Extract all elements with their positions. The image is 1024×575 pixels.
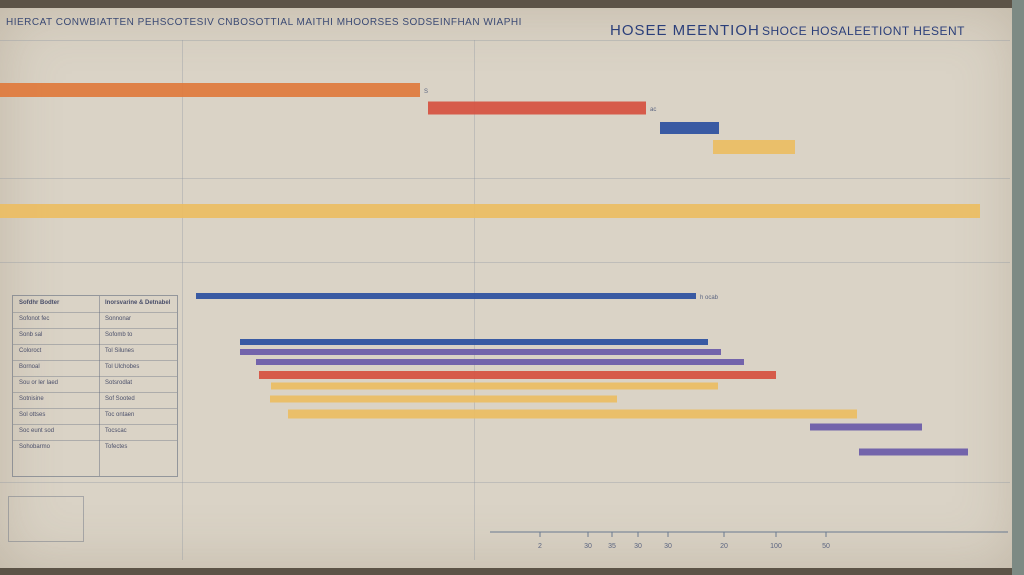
gantt-bar bbox=[713, 140, 795, 154]
gantt-bar bbox=[240, 339, 708, 345]
grid-line-horizontal bbox=[0, 482, 1010, 483]
x-tick-label: 20 bbox=[720, 543, 728, 550]
legend-divider bbox=[99, 296, 100, 476]
legend-row-label: Sotnisine bbox=[19, 396, 44, 402]
gantt-bar bbox=[288, 409, 857, 419]
legend-row: Sotnisine Sof Sooted bbox=[13, 392, 177, 407]
grid-line-vertical bbox=[474, 40, 475, 560]
legend-row-label: Bornoal bbox=[19, 364, 40, 370]
legend-row: Sofonot fec Sonnonar bbox=[13, 312, 177, 327]
legend-row-value: Sof Sooted bbox=[105, 396, 135, 402]
x-tick-label: 30 bbox=[584, 543, 592, 550]
gantt-bar bbox=[428, 101, 646, 115]
legend-row-label: Sonb sal bbox=[19, 332, 43, 338]
legend-row-value: Tofectes bbox=[105, 444, 128, 450]
grid-line-horizontal bbox=[0, 40, 1010, 41]
x-tick-label: 30 bbox=[664, 543, 672, 550]
x-tick-label: 100 bbox=[770, 543, 782, 550]
chart-sheet bbox=[0, 8, 1018, 568]
grid-line-vertical bbox=[182, 40, 183, 560]
legend-row: Sonb sal Sofomb to bbox=[13, 328, 177, 343]
legend-row: Sou or ler laed Sotsrodlat bbox=[13, 376, 177, 391]
x-tick-label: 50 bbox=[822, 543, 830, 550]
gantt-bar bbox=[271, 382, 718, 390]
gantt-bar bbox=[0, 204, 980, 218]
legend-row: Soc eunt sod Tocscac bbox=[13, 424, 177, 439]
x-tick-label: 35 bbox=[608, 543, 616, 550]
legend-row: Sohobarmo Tofectes bbox=[13, 440, 177, 455]
gantt-bar bbox=[660, 122, 719, 134]
chart-subtitle-right: SHOCE HOSALEETIONT HESENT bbox=[762, 24, 965, 38]
legend-row-label: Sou or ler laed bbox=[19, 380, 59, 386]
grid-line-horizontal bbox=[0, 262, 1010, 263]
legend-row-label: Sohobarmo bbox=[19, 444, 51, 450]
gantt-bar bbox=[0, 83, 420, 97]
gantt-bar bbox=[240, 349, 721, 355]
legend-row-value: Toc ontaen bbox=[105, 412, 135, 418]
gantt-bar bbox=[810, 423, 922, 431]
grid-line-horizontal bbox=[0, 178, 1010, 179]
legend-row-value: Tocscac bbox=[105, 428, 127, 434]
gantt-bar bbox=[259, 371, 776, 379]
chart-title-right: HOSEE MEENTIOH bbox=[610, 22, 760, 39]
legend-row-value: Tol Ulchobes bbox=[105, 364, 140, 370]
chart-title-left: HIERCAT CONWBIATTEN PEHSCOTESIV CNBOSOTT… bbox=[6, 17, 522, 28]
gantt-bar bbox=[859, 448, 968, 456]
legend-row-label: Sol ottses bbox=[19, 412, 46, 418]
gantt-bar bbox=[270, 395, 617, 403]
legend-row-label: Coloroct bbox=[19, 348, 42, 354]
gantt-bar bbox=[196, 293, 696, 299]
x-tick-label: 30 bbox=[634, 543, 642, 550]
bar-label: h ocab bbox=[700, 295, 719, 301]
legend-row-label: Soc eunt sod bbox=[19, 428, 55, 434]
legend-table: Sofdhr Bodter Inorsvarine & Detnabel Sof… bbox=[12, 295, 178, 477]
gantt-bar bbox=[256, 359, 744, 365]
legend-row: Coloroct Tol Silunes bbox=[13, 344, 177, 359]
legend-row: Bornoal Tol Ulchobes bbox=[13, 360, 177, 375]
bar-label: ac bbox=[650, 107, 656, 113]
legend-row-value: Sofomb to bbox=[105, 332, 133, 338]
legend-row: Sol ottses Toc ontaen bbox=[13, 408, 177, 423]
legend-header-col1: Sofdhr Bodter bbox=[19, 300, 60, 306]
legend-header-col2: Inorsvarine & Detnabel bbox=[105, 300, 171, 306]
legend-row-value: Sotsrodlat bbox=[105, 380, 133, 386]
x-tick-label: 2 bbox=[538, 543, 542, 550]
legend-row-value: Tol Silunes bbox=[105, 348, 135, 354]
legend-row-label: Sofonot fec bbox=[19, 316, 50, 322]
mini-inset-panel bbox=[8, 496, 84, 542]
sheet-edge bbox=[1012, 0, 1024, 575]
legend-row-value: Sonnonar bbox=[105, 316, 132, 322]
bar-label: S bbox=[424, 89, 428, 95]
